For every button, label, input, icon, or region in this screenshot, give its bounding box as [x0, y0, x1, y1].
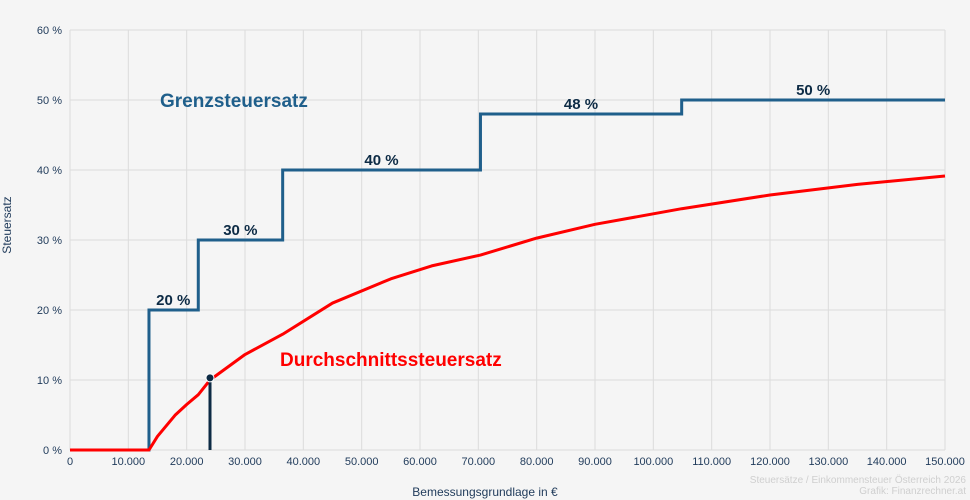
x-tick-label: 120.000: [750, 456, 790, 468]
x-tick-label: 60.000: [403, 456, 437, 468]
footer-credit-line: Grafik: Finanzrechner.at: [859, 486, 966, 497]
step-label: 48 %: [564, 96, 598, 113]
y-tick-label: 20 %: [37, 305, 62, 317]
x-tick-label: 30.000: [228, 456, 262, 468]
y-tick-label: 10 %: [37, 375, 62, 387]
y-axis-label: Steuersatz: [0, 196, 14, 253]
y-tick-label: 60 %: [37, 25, 62, 37]
y-tick-label: 30 %: [37, 235, 62, 247]
series-layer: 20 % 30 % 40 % 48 % 50 %: [70, 82, 946, 452]
x-tick-label: 70.000: [462, 456, 496, 468]
x-axis-label: Bemessungsgrundlage in €: [412, 485, 558, 499]
step-label: 20 %: [156, 292, 190, 309]
durchschnittssteuersatz-annotation: Durchschnittssteuersatz: [280, 350, 502, 371]
footer-credit: Steuersätze / Einkommensteuer Österreich…: [750, 475, 966, 497]
grenzsteuersatz-line: [70, 98, 945, 452]
y-tick-label: 0 %: [43, 445, 62, 457]
x-tick-label: 80.000: [520, 456, 554, 468]
x-tick-label: 0: [67, 456, 73, 468]
step-label: 40 %: [364, 152, 398, 169]
x-tick-label: 10.000: [112, 456, 146, 468]
footer-source: Steuersätze / Einkommensteuer Österreich…: [749, 475, 966, 486]
y-tick-label: 50 %: [37, 95, 62, 107]
x-tick-label: 40.000: [287, 456, 321, 468]
durchschnittssteuersatz-line: [70, 174, 946, 452]
x-tick-label: 150.000: [925, 456, 965, 468]
step-label: 30 %: [223, 222, 257, 239]
y-tick-label: 40 %: [37, 165, 62, 177]
x-axis-ticks: 0 10.000 20.000 30.000 40.000 50.000 60.000 70.…: [67, 456, 965, 468]
step-label: 50 %: [796, 82, 830, 99]
x-tick-label: 20.000: [170, 456, 204, 468]
x-tick-label: 90.000: [578, 456, 612, 468]
x-tick-label: 130.000: [808, 456, 848, 468]
x-tick-label: 140.000: [867, 456, 907, 468]
y-axis-ticks: 0 % 10 % 20 % 30 % 40 % 50 % 60 %: [37, 25, 62, 457]
x-tick-label: 110.000: [692, 456, 731, 468]
x-tick-label: 100.000: [633, 456, 673, 468]
grenzsteuersatz-annotation: Grenzsteuersatz: [160, 91, 308, 112]
x-tick-label: 50.000: [345, 456, 379, 468]
marker-point: [205, 373, 215, 383]
